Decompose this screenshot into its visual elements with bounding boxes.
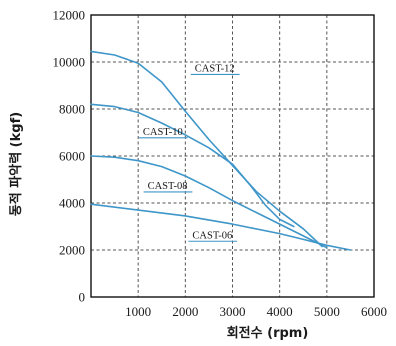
y-tick-labels: 0 2000 4000 6000 8000 10000 12000 [53,8,86,305]
x-tick-labels: 1000 2000 3000 4000 5000 6000 [125,304,387,319]
series-label-cast-10: CAST-10 [143,127,183,138]
series-curves [90,50,352,251]
series-label-cast-06: CAST-06 [192,230,232,241]
y-tick-label-12000: 12000 [53,8,86,23]
grid-lines [91,15,374,297]
y-tick-label-10000: 10000 [53,55,86,70]
series-line-cast-12 [90,50,323,248]
x-tick-label-5000: 5000 [314,304,340,319]
x-tick-label-3000: 3000 [220,304,246,319]
x-axis-title: 회전수 (rpm) [227,325,309,341]
series-label-cast-12: CAST-12 [195,63,235,74]
x-tick-label-6000: 6000 [361,304,387,319]
series-leaders [138,73,240,242]
x-tick-label-4000: 4000 [267,304,293,319]
series-line-cast-10 [90,103,295,228]
series-label-cast-08: CAST-08 [148,181,188,192]
series-line-cast-08 [90,155,328,249]
y-axis-title: 동적 파악력 (kgf) [8,112,24,216]
y-tick-label-2000: 2000 [59,243,85,258]
x-tick-label-2000: 2000 [172,304,198,319]
y-tick-label-6000: 6000 [59,149,85,164]
y-tick-label-0: 0 [79,290,86,305]
y-tick-label-8000: 8000 [59,102,85,117]
series-line-cast-06 [90,203,352,251]
x-tick-label-1000: 1000 [125,304,151,319]
plot-frame [90,14,375,298]
y-tick-label-4000: 4000 [59,196,85,211]
series-labels: CAST-12 CAST-10 CAST-08 CAST-06 [143,63,235,241]
